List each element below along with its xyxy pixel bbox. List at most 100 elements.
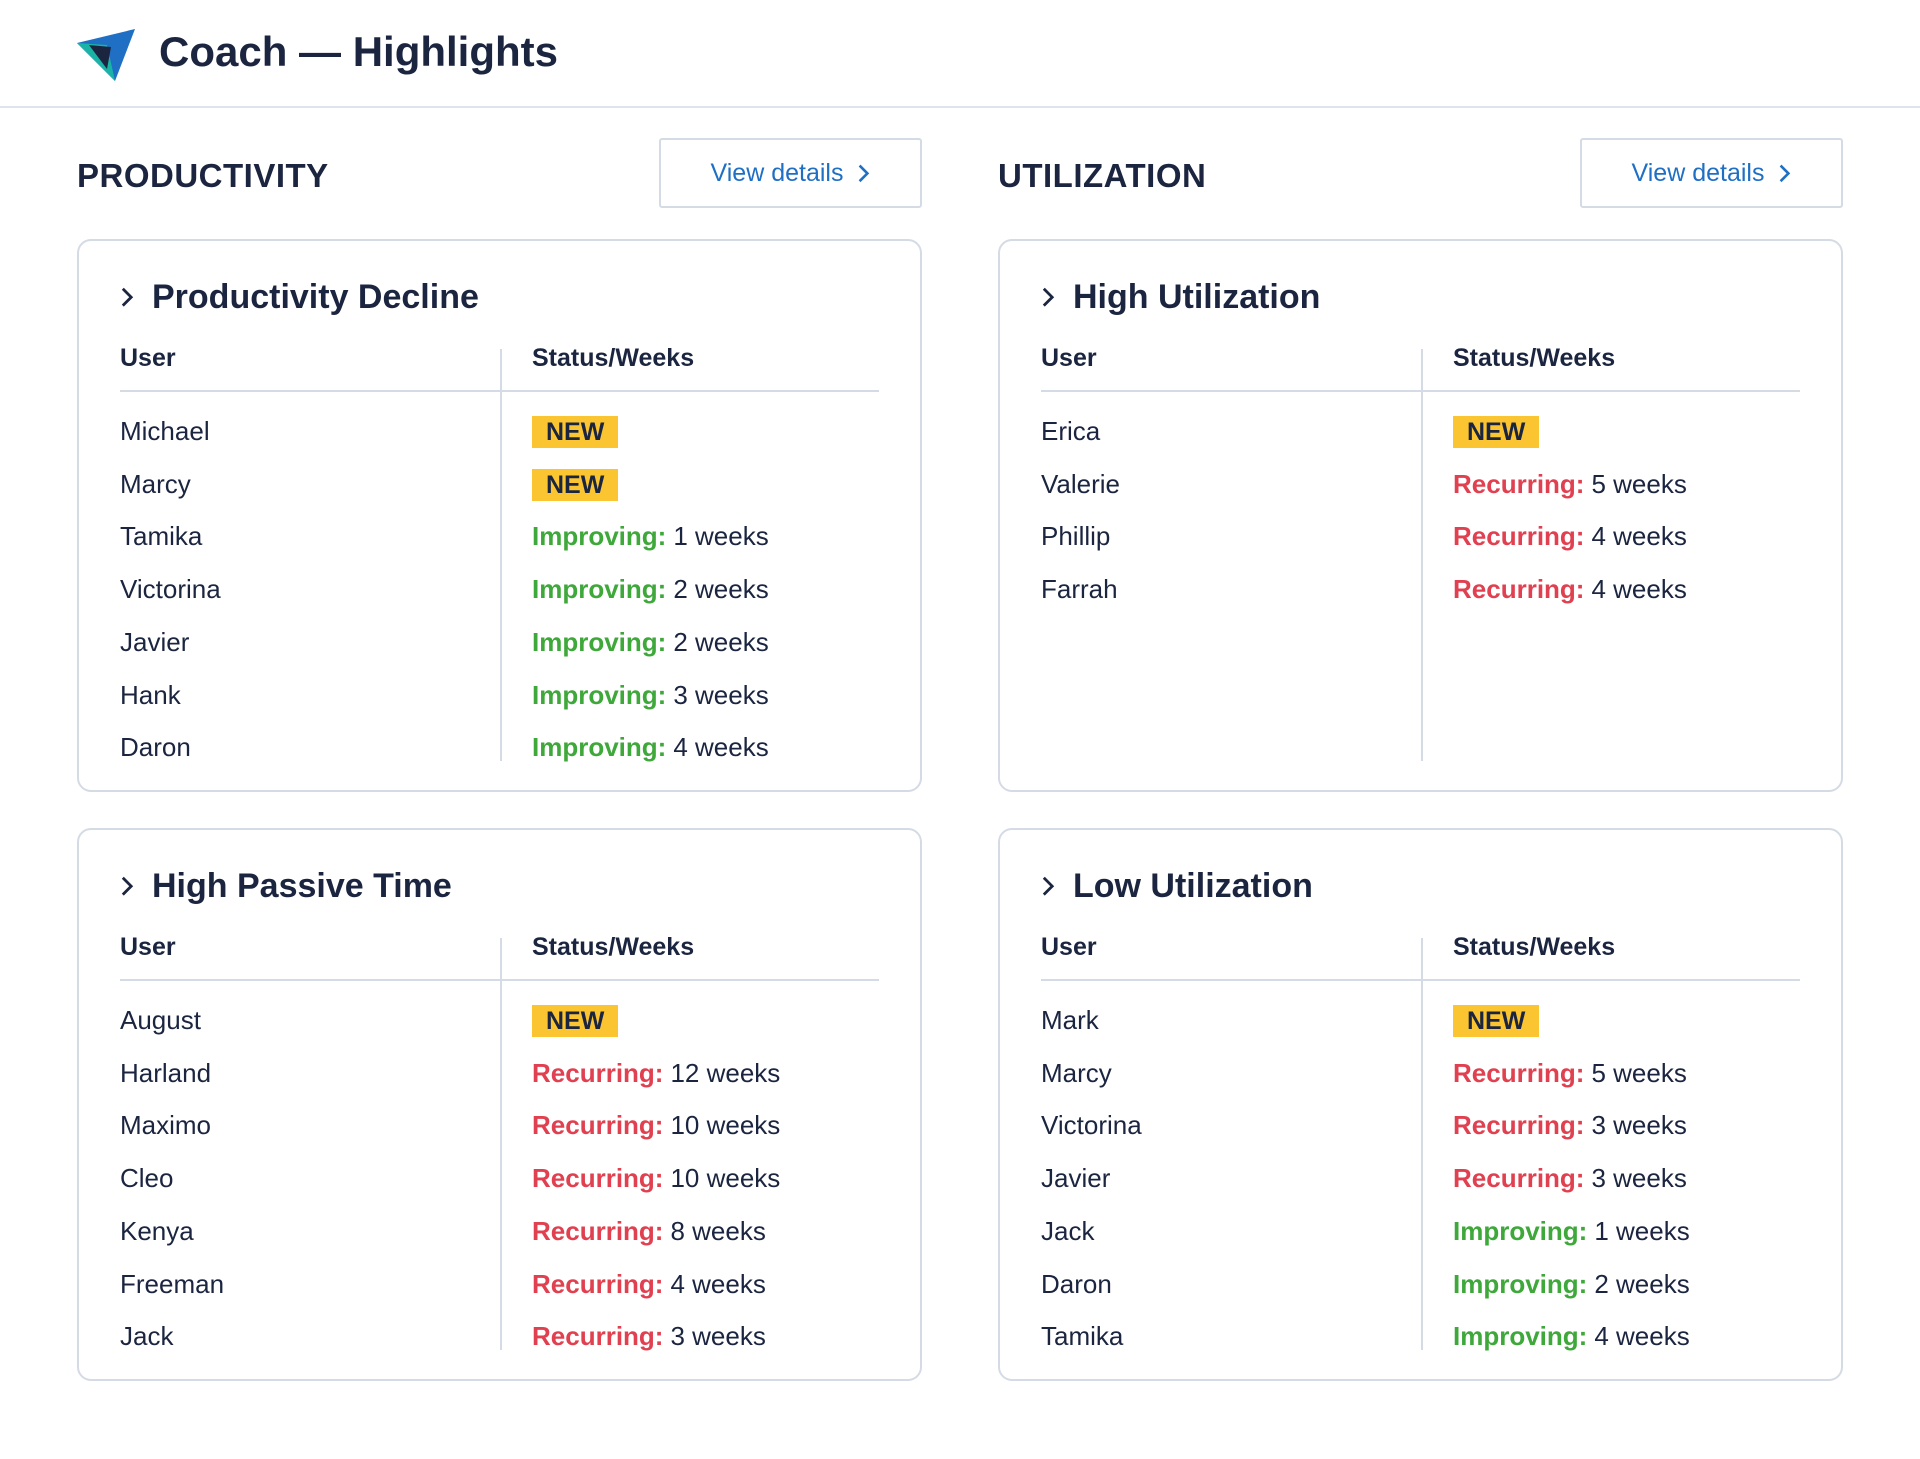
user-name: Tamika — [1041, 1321, 1124, 1352]
user-name: Kenya — [120, 1215, 194, 1246]
card-title[interactable]: Productivity Decline — [120, 278, 479, 317]
weeks: 10 weeks — [670, 1110, 781, 1141]
status-label: Recurring: — [1453, 574, 1585, 605]
card-title-text: Productivity Decline — [152, 278, 479, 316]
new-badge: NEW — [1453, 416, 1540, 448]
weeks: 4 weeks — [1591, 574, 1687, 605]
header-divider — [1041, 979, 1800, 981]
chevron-icon — [121, 877, 134, 896]
user-name: Victorina — [1041, 1110, 1142, 1141]
highlight-card: Low Utilization User Status/Weeks Mark NEW Ma… — [998, 828, 1843, 1381]
column-header: Status/Weeks — [532, 933, 695, 961]
weeks: 3 weeks — [1591, 1163, 1687, 1194]
card-title[interactable]: Low Utilization — [1041, 867, 1313, 906]
status-label: Recurring: — [532, 1321, 664, 1352]
status-label: Improving: — [1453, 1215, 1588, 1246]
logo — [77, 29, 135, 81]
status-label: Recurring: — [532, 1110, 664, 1141]
user-name: Harland — [120, 1057, 212, 1088]
status-cell: Improving: 1 weeks — [532, 520, 769, 552]
weeks: 5 weeks — [1591, 1057, 1687, 1088]
highlight-card: High Passive Time User Status/Weeks August N… — [77, 828, 922, 1381]
user-name: August — [120, 1005, 201, 1035]
status-cell: Recurring: 4 weeks — [1453, 573, 1687, 605]
weeks: 4 weeks — [673, 732, 769, 763]
column-header: Status/Weeks — [1453, 933, 1616, 961]
weeks: 3 weeks — [1591, 1110, 1687, 1141]
user-name: Cleo — [120, 1163, 174, 1194]
weeks: 2 weeks — [673, 626, 769, 657]
view-details-button[interactable]: View details — [1580, 138, 1843, 208]
status-label: Improving: — [532, 679, 667, 710]
status-cell: Recurring: 3 weeks — [1453, 1162, 1687, 1194]
status-cell: Improving: 4 weeks — [532, 731, 769, 763]
section-title: UTILIZATION — [998, 157, 1207, 194]
weeks: 1 weeks — [673, 521, 769, 552]
header: Coach — Highlights — [0, 0, 1920, 108]
highlight-card: Productivity Decline User Status/Weeks Mich… — [77, 239, 922, 792]
card-title[interactable]: High Passive Time — [120, 867, 452, 906]
card-title-text: High Passive Time — [152, 867, 452, 905]
column-header: Status/Weeks — [1453, 344, 1616, 372]
status-cell: NEW — [1453, 415, 1540, 448]
user-name: Valerie — [1041, 468, 1121, 499]
status-cell: Recurring: 4 weeks — [1453, 520, 1687, 552]
status-cell: NEW — [532, 468, 619, 501]
header-divider — [120, 390, 879, 392]
weeks: 5 weeks — [1591, 468, 1687, 499]
status-label: Recurring: — [1453, 1163, 1585, 1194]
user-name: Tamika — [120, 521, 203, 552]
button-label: View details — [710, 158, 844, 187]
status-label: Recurring: — [532, 1215, 664, 1246]
view-details-button[interactable]: View details — [659, 138, 922, 208]
status-cell: Recurring: 12 weeks — [532, 1057, 780, 1089]
weeks: 8 weeks — [670, 1215, 766, 1246]
user-name: Phillip — [1041, 521, 1111, 552]
page-title: Coach — Highlights — [159, 28, 558, 75]
status-label: Improving: — [1453, 1268, 1588, 1299]
chevron-icon — [121, 288, 134, 307]
chevron-icon — [859, 164, 870, 182]
user-name: Maximo — [120, 1110, 212, 1141]
status-label: Recurring: — [532, 1163, 664, 1194]
chevron-icon — [1042, 288, 1055, 307]
user-name: Farrah — [1041, 574, 1118, 605]
status-cell: NEW — [1453, 1004, 1540, 1037]
status-label: Recurring: — [1453, 468, 1585, 499]
user-name: Michael — [120, 416, 210, 446]
status-label: Recurring: — [1453, 1057, 1585, 1088]
status-cell: NEW — [532, 1004, 619, 1037]
column-divider — [1421, 938, 1423, 1350]
status-label: Improving: — [1453, 1321, 1588, 1352]
weeks: 2 weeks — [1594, 1268, 1690, 1299]
status-cell: Recurring: 4 weeks — [532, 1268, 766, 1300]
new-badge: NEW — [532, 1005, 619, 1037]
status-cell: Improving: 3 weeks — [532, 679, 769, 711]
status-cell: Improving: 2 weeks — [532, 626, 769, 658]
status-cell: Improving: 4 weeks — [1453, 1320, 1690, 1352]
column-header: Status/Weeks — [532, 344, 695, 372]
user-name: Victorina — [120, 574, 221, 605]
column-header: User — [120, 933, 176, 961]
column-header: User — [1041, 933, 1097, 961]
weeks: 2 weeks — [673, 574, 769, 605]
column-divider — [500, 349, 502, 761]
user-name: Daron — [1041, 1268, 1112, 1299]
status-label: Recurring: — [1453, 521, 1585, 552]
status-cell: Recurring: 10 weeks — [532, 1109, 780, 1141]
card-title-text: High Utilization — [1073, 278, 1321, 316]
status-cell: Recurring: 5 weeks — [1453, 468, 1687, 500]
header-divider — [1041, 390, 1800, 392]
status-label: Recurring: — [532, 1268, 664, 1299]
new-badge: NEW — [532, 468, 619, 501]
weeks: 4 weeks — [1591, 521, 1687, 552]
card-title[interactable]: High Utilization — [1041, 278, 1320, 317]
user-name: Marcy — [120, 468, 191, 499]
status-label: Improving: — [532, 626, 667, 657]
weeks: 4 weeks — [1594, 1321, 1690, 1352]
chevron-icon — [1042, 877, 1055, 896]
status-cell: Improving: 1 weeks — [1453, 1215, 1690, 1247]
status-cell: NEW — [532, 415, 619, 448]
